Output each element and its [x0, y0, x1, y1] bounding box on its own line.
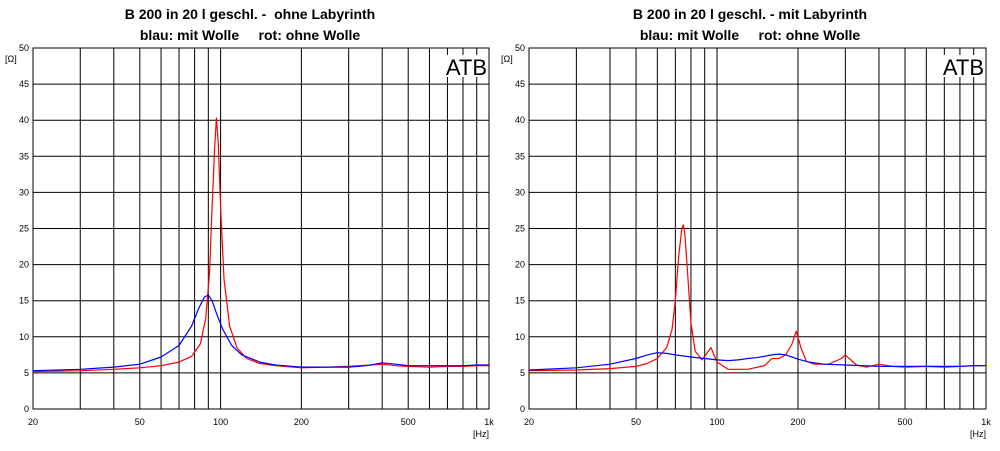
y-tick-label: 0: [24, 404, 29, 414]
y-tick-label: 45: [515, 79, 525, 89]
x-tick-label: 50: [135, 417, 145, 427]
y-tick-label: 0: [520, 404, 525, 414]
x-tick-label: 1k: [981, 417, 991, 427]
y-tick-label: 5: [520, 368, 525, 378]
chart-subtitle: blau: mit Wolle rot: ohne Wolle: [639, 27, 861, 43]
series-line-blue: [32, 294, 489, 372]
watermark-atb: ATB: [943, 55, 984, 80]
chart-panel-right: B 200 in 20 l geschl. - mit Labyrinth bl…: [500, 0, 1000, 451]
y-tick-label: 40: [19, 115, 29, 125]
y-tick-label: 25: [19, 224, 29, 234]
x-tick-label: 500: [898, 417, 913, 427]
y-tick-label: 35: [515, 151, 525, 161]
y-tick-label: 15: [19, 296, 29, 306]
x-tick-label: 1k: [484, 417, 494, 427]
x-tick-label: 20: [28, 417, 38, 427]
y-tick-label: 10: [19, 332, 29, 342]
x-tick-label: 200: [790, 417, 805, 427]
y-axis-label: [Ω]: [501, 54, 513, 64]
impedance-chart-mit-labyrinth: 0 5 10 15 20 25 30 35 40 45 50 20 50 100 200 500 1k [Ω] [H…: [501, 43, 991, 439]
y-tick-label: 45: [19, 79, 29, 89]
y-tick-label: 50: [19, 43, 29, 53]
watermark-background: [936, 55, 984, 77]
y-tick-label: 15: [515, 296, 525, 306]
watermark-atb: ATB: [446, 55, 487, 80]
series-line-blue: [528, 352, 986, 371]
impedance-chart-ohne-labyrinth: 0 5 10 15 20 25 30 35 40 45 50 20 50 100 200 500 1k [Ω] [H…: [5, 43, 494, 439]
chart-panel-left: B 200 in 20 l geschl. - ohne Labyrinth b…: [5, 6, 494, 439]
y-tick-label: 5: [24, 368, 29, 378]
y-tick-label: 40: [515, 115, 525, 125]
series-line-red: [32, 117, 489, 373]
y-tick-label: 25: [515, 224, 525, 234]
y-tick-label: 10: [515, 332, 525, 342]
x-tick-label: 500: [401, 417, 416, 427]
x-tick-label: 200: [294, 417, 309, 427]
x-tick-label: 100: [213, 417, 228, 427]
x-tick-label: 20: [524, 417, 534, 427]
y-tick-label: 20: [19, 260, 29, 270]
y-tick-label: 20: [515, 260, 525, 270]
watermark-background: [439, 55, 487, 77]
x-axis-label: [Hz]: [970, 429, 986, 439]
y-tick-label: 30: [19, 187, 29, 197]
chart-title: B 200 in 20 l geschl. - ohne Labyrinth: [124, 6, 376, 22]
y-tick-label: 50: [515, 43, 525, 53]
chart-subtitle: blau: mit Wolle rot: ohne Wolle: [139, 27, 361, 43]
x-axis-label: [Hz]: [473, 429, 489, 439]
chart-title: B 200 in 20 l geschl. - mit Labyrinth: [632, 6, 868, 22]
x-tick-label: 50: [631, 417, 641, 427]
series-line-red: [528, 224, 986, 372]
y-tick-label: 30: [515, 187, 525, 197]
y-axis-label: [Ω]: [5, 54, 17, 64]
y-tick-label: 35: [19, 151, 29, 161]
x-tick-label: 100: [709, 417, 724, 427]
